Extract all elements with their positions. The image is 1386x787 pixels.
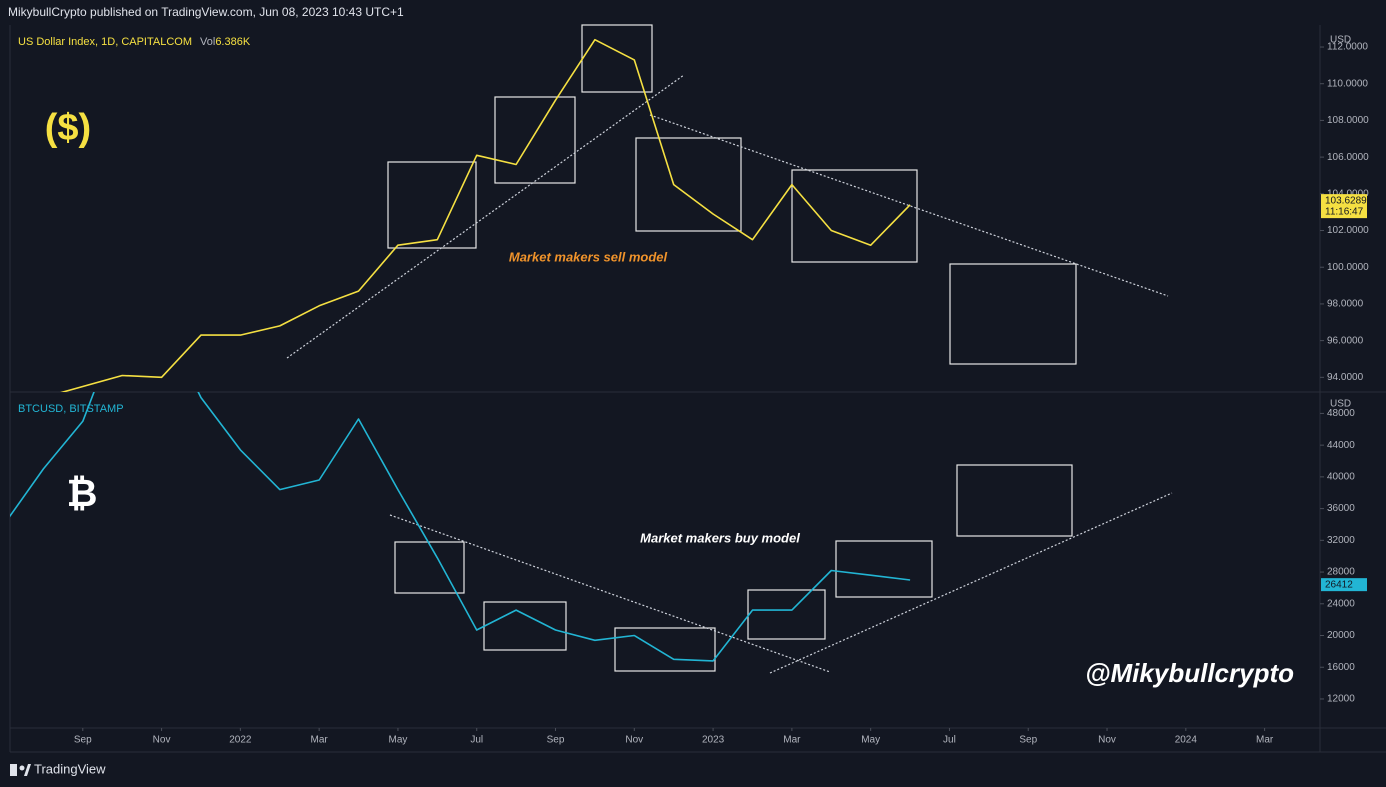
x-tick-label: Sep bbox=[74, 735, 92, 746]
trendline bbox=[286, 74, 685, 359]
y-tick-label: 110.0000 bbox=[1327, 78, 1368, 89]
x-tick-label: Mar bbox=[1256, 735, 1274, 746]
box bbox=[956, 464, 1073, 537]
x-tick-label: Nov bbox=[1098, 735, 1116, 746]
header-bar bbox=[0, 0, 1386, 25]
footer-brand: TradingView bbox=[34, 761, 106, 776]
y-tick-label: 48000 bbox=[1327, 408, 1355, 419]
countdown: 11:16:47 bbox=[1325, 206, 1364, 217]
box bbox=[494, 96, 576, 184]
price-line bbox=[60, 38, 911, 392]
annotation-text: Market makers sell model bbox=[509, 249, 668, 264]
y-tick-label: 16000 bbox=[1327, 662, 1355, 673]
x-tick-label: Jul bbox=[470, 735, 483, 746]
x-tick-label: Mar bbox=[783, 735, 801, 746]
y-tick-label: 12000 bbox=[1327, 694, 1355, 705]
box bbox=[387, 161, 477, 249]
trendline bbox=[389, 514, 831, 673]
y-tick-label: 32000 bbox=[1327, 535, 1355, 546]
box bbox=[747, 589, 826, 640]
x-tick-label: 2023 bbox=[702, 735, 725, 746]
y-tick-label: 96.0000 bbox=[1327, 335, 1364, 346]
y-tick-label: 28000 bbox=[1327, 567, 1355, 578]
y-tick-label: 112.0000 bbox=[1327, 42, 1368, 53]
box bbox=[394, 541, 465, 594]
watermark-bitcoin: ₿ bbox=[67, 473, 98, 515]
axis-unit: USD bbox=[1330, 35, 1351, 46]
last-price-tag bbox=[1321, 578, 1367, 592]
price-line bbox=[10, 392, 911, 662]
x-tick-label: Sep bbox=[547, 735, 565, 746]
x-tick-label: 2022 bbox=[229, 735, 252, 746]
logo bbox=[10, 764, 17, 776]
x-tick-label: May bbox=[388, 735, 407, 746]
axis-unit: USD bbox=[1330, 399, 1351, 410]
x-tick-label: 2024 bbox=[1175, 735, 1198, 746]
legend-entry: BTCUSD, BITSTAMP bbox=[18, 403, 124, 415]
y-tick-label: 24000 bbox=[1327, 598, 1355, 609]
box bbox=[614, 627, 716, 672]
y-tick-label: 44000 bbox=[1327, 440, 1355, 451]
last-price: 26412 bbox=[1325, 579, 1353, 590]
volume-value: 6.386K bbox=[215, 36, 251, 48]
y-tick-label: 20000 bbox=[1327, 630, 1355, 641]
x-tick-label: May bbox=[861, 735, 880, 746]
trendline bbox=[649, 114, 1169, 297]
footer: TradingView bbox=[10, 761, 106, 776]
y-tick-label: 104.0000 bbox=[1327, 188, 1369, 199]
signature: @Mikybullcrypto bbox=[1085, 658, 1294, 688]
x-tick-label: Mar bbox=[311, 735, 329, 746]
y-tick-label: 106.0000 bbox=[1327, 152, 1369, 163]
x-tick-label: Jul bbox=[943, 735, 956, 746]
logo bbox=[19, 765, 25, 771]
x-tick-label: Nov bbox=[153, 735, 171, 746]
logo bbox=[24, 764, 31, 776]
watermark-dollar: ($) bbox=[45, 107, 91, 149]
volume-label: Vol bbox=[200, 36, 215, 48]
box bbox=[635, 137, 742, 232]
box bbox=[791, 169, 918, 263]
legend-entry: US Dollar Index, 1D, CAPITALCOM bbox=[18, 36, 192, 48]
plot-area bbox=[60, 38, 911, 392]
last-price: 103.6289 bbox=[1325, 195, 1367, 206]
plot-area bbox=[10, 392, 911, 662]
y-tick-label: 108.0000 bbox=[1327, 115, 1369, 126]
y-tick-label: 40000 bbox=[1327, 472, 1355, 483]
legend: US Dollar Index, 1D, CAPITALCOM Vol6.386K bbox=[18, 36, 251, 48]
trendline bbox=[769, 492, 1173, 674]
box bbox=[949, 263, 1077, 365]
annotation-text: Market makers buy model bbox=[640, 530, 800, 545]
y-tick-label: 98.0000 bbox=[1327, 299, 1364, 310]
y-tick-label: 100.0000 bbox=[1327, 262, 1369, 273]
x-tick-label: Sep bbox=[1019, 735, 1037, 746]
legend: BTCUSD, BITSTAMP bbox=[18, 403, 124, 415]
header-title: MikybullCrypto published on TradingView.… bbox=[8, 5, 404, 19]
y-tick-label: 94.0000 bbox=[1327, 372, 1364, 383]
y-tick-label: 36000 bbox=[1327, 503, 1355, 514]
box bbox=[835, 540, 933, 598]
x-tick-label: Nov bbox=[625, 735, 643, 746]
y-tick-label: 102.0000 bbox=[1327, 225, 1369, 236]
last-price-tag bbox=[1321, 194, 1367, 219]
